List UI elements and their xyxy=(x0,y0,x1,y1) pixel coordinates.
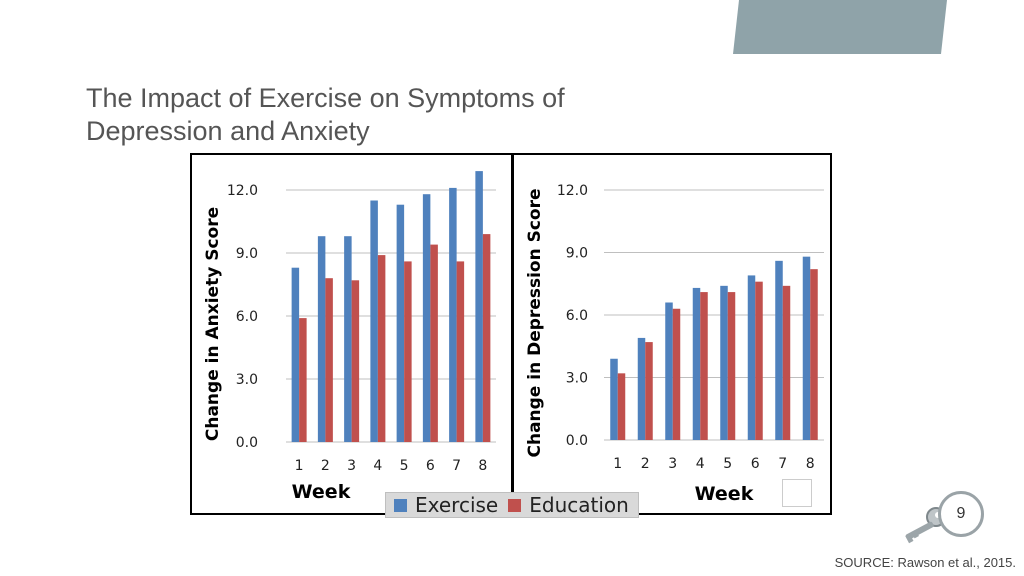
bar-education-week-7 xyxy=(456,261,465,442)
y-tick-label: 6.0 xyxy=(566,308,588,324)
y-tick-label: 0.0 xyxy=(566,433,588,449)
bar-education-week-6 xyxy=(755,281,763,440)
bar-education-week-8 xyxy=(810,269,818,440)
y-tick-label: 9.0 xyxy=(566,246,588,262)
bar-education-week-3 xyxy=(672,308,681,440)
bar-education-week-4 xyxy=(700,292,708,440)
x-tick-label: 8 xyxy=(478,458,487,474)
x-tick-label: 6 xyxy=(426,458,435,474)
bar-exercise-week-2 xyxy=(637,337,646,440)
x-tick-label: 8 xyxy=(806,456,815,472)
y-axis-label: Change in Depression Score xyxy=(525,188,545,457)
y-tick-label: 9.0 xyxy=(236,246,258,262)
legend-swatch-exercise xyxy=(394,498,407,512)
legend-item-exercise: Exercise xyxy=(394,493,498,517)
x-tick-label: 3 xyxy=(668,456,677,472)
legend-swatch-education xyxy=(508,498,522,512)
bar-education-week-4 xyxy=(377,255,386,442)
bar-education-week-1 xyxy=(617,373,626,440)
x-tick-label: 7 xyxy=(778,456,787,472)
x-tick-label: 2 xyxy=(321,458,330,474)
bar-exercise-week-6 xyxy=(422,194,431,442)
x-tick-label: 4 xyxy=(696,456,705,472)
x-tick-label: 2 xyxy=(641,456,650,472)
y-tick-label: 6.0 xyxy=(236,309,258,325)
bar-exercise-week-3 xyxy=(344,236,352,442)
y-tick-label: 3.0 xyxy=(566,371,588,387)
bar-education-week-5 xyxy=(404,261,412,442)
bar-exercise-week-5 xyxy=(396,204,405,442)
slide-title: The Impact of Exercise on Symptoms of De… xyxy=(86,82,706,148)
x-tick-label: 3 xyxy=(347,458,356,474)
bar-exercise-week-8 xyxy=(475,171,483,442)
x-axis-label: Week xyxy=(292,481,351,503)
x-tick-label: 1 xyxy=(295,458,304,474)
bar-exercise-week-7 xyxy=(449,187,457,442)
chart-divider xyxy=(511,153,514,515)
bar-education-week-6 xyxy=(430,244,438,442)
bar-exercise-week-3 xyxy=(665,302,673,440)
y-tick-label: 3.0 xyxy=(236,372,258,388)
bar-education-week-5 xyxy=(727,292,736,440)
slide-title-line-2: Depression and Anxiety xyxy=(86,116,370,146)
y-axis-label: Change in Anxiety Score xyxy=(203,207,223,441)
page-number: 9 xyxy=(956,505,966,522)
bar-exercise-week-4 xyxy=(692,287,701,440)
header-accent-tab xyxy=(733,0,947,54)
bar-exercise-week-5 xyxy=(720,285,728,440)
legend-label-exercise: Exercise xyxy=(415,493,499,517)
x-tick-label: 7 xyxy=(452,458,461,474)
legend-item-education: Education xyxy=(508,493,629,517)
bar-education-week-2 xyxy=(645,342,653,440)
bar-exercise-week-7 xyxy=(775,260,783,440)
y-tick-label: 12.0 xyxy=(227,183,258,199)
bar-exercise-week-8 xyxy=(802,256,811,440)
page-number-badge: 9 xyxy=(938,491,984,537)
x-tick-label: 4 xyxy=(373,458,382,474)
bar-education-week-3 xyxy=(351,280,360,442)
y-tick-label: 12.0 xyxy=(557,183,588,199)
chart-legend: Exercise Education xyxy=(385,492,639,518)
bar-education-week-7 xyxy=(782,285,791,440)
bar-education-week-1 xyxy=(299,318,307,442)
x-tick-label: 5 xyxy=(723,456,732,472)
bar-education-week-8 xyxy=(482,234,491,442)
slide-title-line-1: The Impact of Exercise on Symptoms of xyxy=(86,83,565,113)
bar-exercise-week-2 xyxy=(317,236,326,442)
anxiety-chart: 0.0 3.0 6.0 9.0 12.0 1 2 3 4 5 6 7 8 Week Change in An… xyxy=(203,171,496,503)
bar-exercise-week-4 xyxy=(370,200,378,442)
bar-exercise-week-1 xyxy=(291,267,300,442)
bar-exercise-week-1 xyxy=(610,358,618,440)
x-tick-label: 6 xyxy=(751,456,760,472)
x-tick-label: 1 xyxy=(613,456,622,472)
legend-label-education: Education xyxy=(529,493,629,517)
bar-education-week-2 xyxy=(325,278,333,442)
bar-exercise-week-6 xyxy=(747,275,756,440)
empty-placeholder-box xyxy=(782,479,812,507)
depression-chart: 0.0 3.0 6.0 9.0 12.0 1 2 3 4 5 6 7 8 Week Change in De… xyxy=(525,183,824,505)
x-tick-label: 5 xyxy=(400,458,409,474)
x-axis-label: Week xyxy=(695,483,754,505)
y-tick-label: 0.0 xyxy=(236,435,258,451)
source-citation: SOURCE: Rawson et al., 2015. xyxy=(834,555,1016,570)
